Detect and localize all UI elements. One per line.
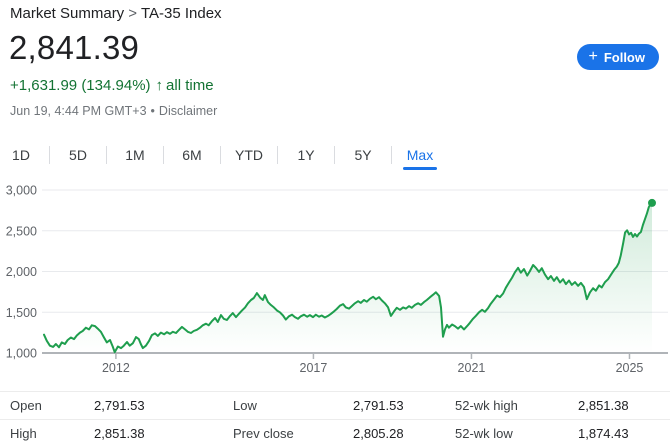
- breadcrumb-market-summary-link[interactable]: Market Summary: [10, 5, 125, 22]
- active-tab-indicator: [403, 167, 437, 170]
- tab-6m[interactable]: 6M: [164, 140, 220, 170]
- breadcrumb-current-ta35: TA-35 Index: [140, 5, 222, 22]
- tab-ytd[interactable]: YTD: [221, 140, 277, 170]
- stats-row: High 2,851.38 Prev close 2,805.28 52-wk low 1…: [0, 419, 670, 446]
- tab-label: 5D: [69, 147, 87, 163]
- tab-5y[interactable]: 5Y: [335, 140, 391, 170]
- y-axis-label: 2,000: [6, 265, 37, 279]
- tab-label: 1M: [125, 147, 145, 163]
- stat-value: 2,805.28: [353, 426, 404, 441]
- stats-row: Open 2,791.53 Low 2,791.53 52-wk high 2,851.3…: [0, 392, 670, 419]
- x-axis-label: 2021: [458, 361, 486, 375]
- stat-value: 2,791.53: [94, 398, 145, 413]
- price-change: +1,631.99 (134.94%) ↑ all time: [10, 77, 214, 94]
- range-tab-bar: 1D 5D 1M 6M YTD 1Y 5Y Max: [0, 140, 448, 170]
- stat-value: 2,851.38: [578, 398, 629, 413]
- tab-divider: [49, 146, 50, 164]
- stat-label: 52-wk low: [455, 426, 513, 441]
- tab-label: 6M: [182, 147, 202, 163]
- tab-label: YTD: [235, 147, 263, 163]
- stat-label: High: [10, 426, 37, 441]
- timestamp-text: Jun 19, 4:44 PM GMT+3: [10, 104, 147, 118]
- breadcrumb: Market Summary > TA-35 Index: [10, 4, 222, 24]
- stats-table: Open 2,791.53 Low 2,791.53 52-wk high 2,851.3…: [0, 391, 670, 446]
- x-axis-label: 2025: [616, 361, 644, 375]
- tab-label: 1Y: [297, 147, 315, 163]
- tab-label: Max: [406, 147, 434, 163]
- stat-label: Prev close: [233, 426, 294, 441]
- y-axis-label: 2,500: [6, 224, 37, 238]
- y-axis-label: 1,000: [6, 347, 37, 361]
- tab-label: 5Y: [354, 147, 372, 163]
- stat-value: 2,851.38: [94, 426, 145, 441]
- stat-label: Low: [233, 398, 257, 413]
- tab-divider: [334, 146, 335, 164]
- tab-1d[interactable]: 1D: [0, 140, 49, 170]
- up-arrow-icon: ↑: [155, 77, 164, 94]
- tab-divider: [220, 146, 221, 164]
- tab-divider: [391, 146, 392, 164]
- change-amount: +1,631.99 (134.94%): [10, 77, 151, 94]
- tab-max[interactable]: Max: [392, 140, 448, 170]
- tab-divider: [163, 146, 164, 164]
- tab-5d[interactable]: 5D: [50, 140, 106, 170]
- current-price: 2,841.39: [9, 29, 140, 66]
- tab-1m[interactable]: 1M: [107, 140, 163, 170]
- last-price-dot: [648, 198, 656, 207]
- y-axis-label: 3,000: [6, 184, 37, 198]
- quote-timestamp: Jun 19, 4:44 PM GMT+3 • Disclaimer: [10, 104, 217, 118]
- tab-label: 1D: [12, 147, 30, 163]
- price-line: [43, 201, 653, 354]
- x-axis-label: 2012: [102, 361, 130, 375]
- disclaimer-link[interactable]: Disclaimer: [158, 104, 218, 118]
- change-period-label: all time: [166, 77, 214, 94]
- tab-1y[interactable]: 1Y: [278, 140, 334, 170]
- stat-label: Open: [10, 398, 42, 413]
- follow-button-label: Follow: [603, 49, 645, 65]
- price-area-fill: [44, 202, 652, 353]
- x-axis-label: 2017: [300, 361, 328, 375]
- stat-value: 1,874.43: [578, 426, 629, 441]
- breadcrumb-separator: >: [128, 5, 137, 22]
- stat-label: 52-wk high: [455, 398, 518, 413]
- tab-divider: [277, 146, 278, 164]
- plus-icon: +: [588, 48, 598, 65]
- dot-separator: •: [150, 104, 155, 118]
- tab-divider: [106, 146, 107, 164]
- stat-value: 2,791.53: [353, 398, 404, 413]
- follow-button[interactable]: + Follow: [577, 44, 659, 70]
- y-axis-label: 1,500: [6, 306, 37, 320]
